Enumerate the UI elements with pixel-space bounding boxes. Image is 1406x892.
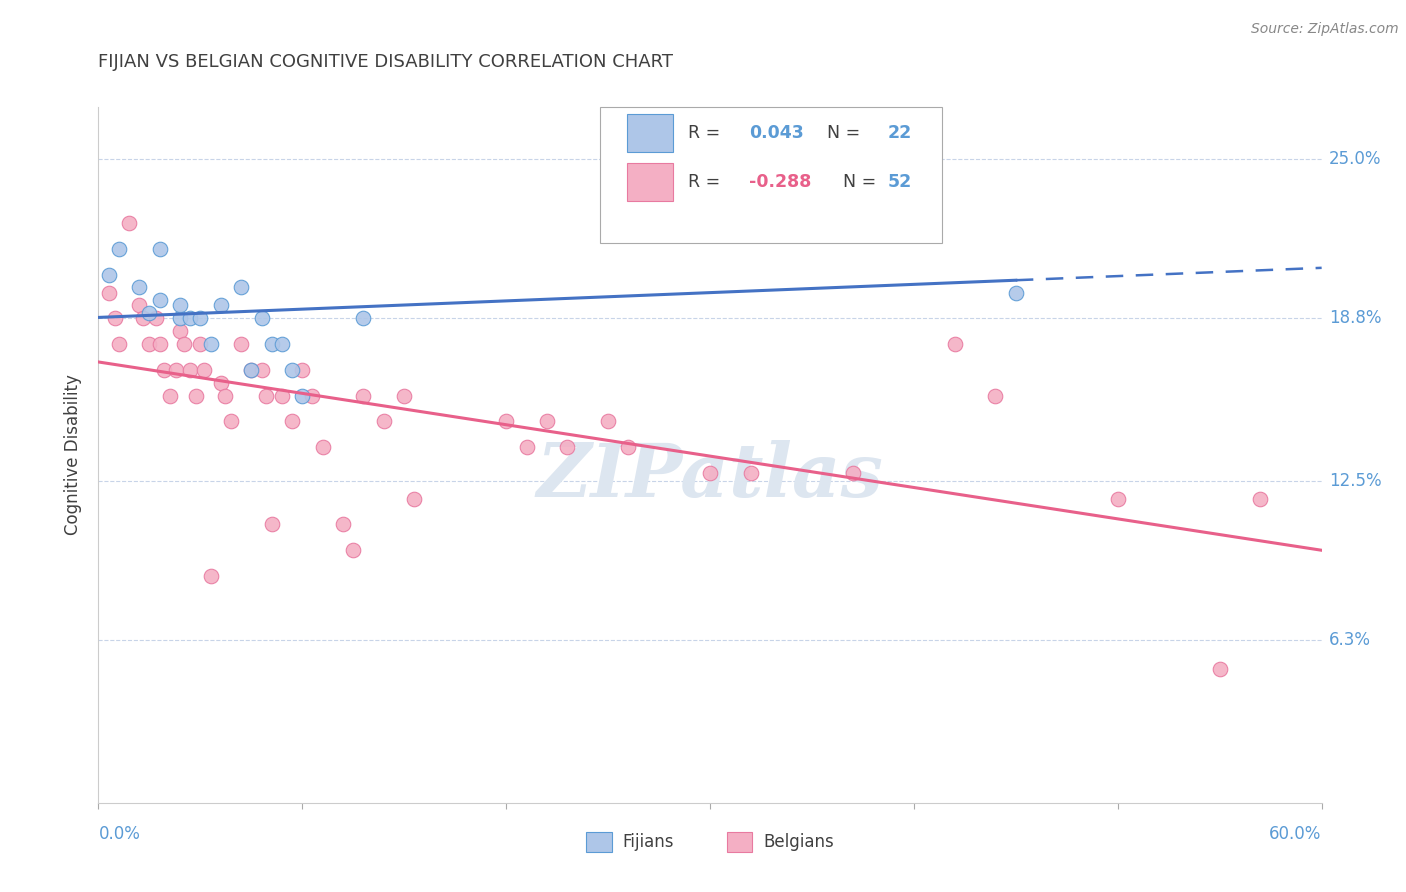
Point — [536, 414, 558, 428]
Point — [352, 311, 374, 326]
Point — [1004, 285, 1026, 300]
Point — [1209, 662, 1232, 676]
Point — [118, 216, 141, 230]
Point — [943, 337, 966, 351]
Text: 0.043: 0.043 — [749, 124, 804, 142]
Point — [495, 414, 517, 428]
Point — [200, 337, 222, 351]
Point — [555, 440, 579, 454]
Point — [179, 311, 201, 326]
Point — [219, 414, 242, 428]
Point — [149, 242, 172, 256]
Point — [209, 298, 232, 312]
Point — [188, 337, 212, 351]
Text: FIJIAN VS BELGIAN COGNITIVE DISABILITY CORRELATION CHART: FIJIAN VS BELGIAN COGNITIVE DISABILITY C… — [98, 54, 673, 71]
Text: R =: R = — [688, 173, 725, 191]
Text: N =: N = — [817, 124, 866, 142]
Point — [392, 389, 416, 403]
Point — [145, 311, 167, 326]
Y-axis label: Cognitive Disability: Cognitive Disability — [65, 375, 83, 535]
Point — [598, 414, 620, 428]
Point — [373, 414, 395, 428]
Text: Belgians: Belgians — [763, 833, 834, 851]
Point — [270, 389, 294, 403]
Point — [169, 324, 191, 338]
Point — [231, 337, 253, 351]
Point — [138, 337, 160, 351]
Point — [128, 298, 150, 312]
Bar — [627, 162, 673, 201]
Text: 18.8%: 18.8% — [1329, 310, 1381, 327]
Point — [240, 363, 263, 377]
Text: -0.288: -0.288 — [749, 173, 811, 191]
Point — [984, 389, 1007, 403]
Point — [740, 466, 762, 480]
Point — [186, 389, 208, 403]
Point — [193, 363, 215, 377]
Point — [231, 280, 253, 294]
Point — [1249, 491, 1271, 506]
Point — [159, 389, 181, 403]
Point — [173, 337, 195, 351]
Point — [841, 466, 863, 480]
Point — [740, 195, 762, 210]
Point — [260, 517, 283, 532]
Point — [250, 363, 273, 377]
Text: Fijians: Fijians — [623, 833, 675, 851]
Point — [152, 363, 174, 377]
Point — [165, 363, 187, 377]
Point — [179, 363, 201, 377]
Point — [209, 376, 232, 390]
Point — [169, 298, 191, 312]
Point — [200, 569, 222, 583]
Point — [138, 306, 160, 320]
Point — [352, 389, 374, 403]
Bar — [627, 114, 673, 153]
Point — [104, 311, 127, 326]
Point — [699, 466, 721, 480]
Point — [291, 363, 314, 377]
Text: 25.0%: 25.0% — [1329, 150, 1381, 168]
Point — [270, 337, 294, 351]
Point — [342, 543, 364, 558]
Point — [149, 293, 172, 308]
Point — [97, 268, 120, 282]
Text: 6.3%: 6.3% — [1329, 632, 1371, 649]
Point — [108, 242, 131, 256]
Point — [312, 440, 335, 454]
Point — [1107, 491, 1129, 506]
Point — [281, 363, 304, 377]
Point — [332, 517, 354, 532]
Text: ZIPatlas: ZIPatlas — [537, 440, 883, 512]
Point — [97, 285, 120, 300]
Point — [108, 337, 131, 351]
Text: 52: 52 — [887, 173, 911, 191]
Point — [281, 414, 304, 428]
Point — [250, 311, 273, 326]
FancyBboxPatch shape — [600, 107, 942, 243]
Point — [240, 363, 263, 377]
Text: Source: ZipAtlas.com: Source: ZipAtlas.com — [1251, 22, 1399, 37]
Point — [188, 311, 212, 326]
Point — [254, 389, 277, 403]
Text: 22: 22 — [887, 124, 911, 142]
Point — [291, 389, 314, 403]
Point — [404, 491, 426, 506]
Point — [149, 337, 172, 351]
Point — [132, 311, 155, 326]
Point — [516, 440, 538, 454]
Point — [169, 311, 191, 326]
Point — [301, 389, 323, 403]
Point — [617, 440, 640, 454]
Point — [128, 280, 150, 294]
Text: 0.0%: 0.0% — [98, 825, 141, 843]
Text: 12.5%: 12.5% — [1329, 472, 1381, 490]
Text: R =: R = — [688, 124, 725, 142]
Point — [260, 337, 283, 351]
Text: 60.0%: 60.0% — [1270, 825, 1322, 843]
Point — [214, 389, 236, 403]
Text: N =: N = — [832, 173, 882, 191]
